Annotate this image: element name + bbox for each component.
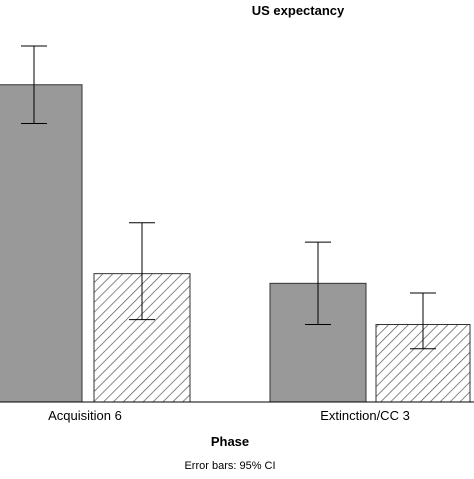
error-bar-1-1 <box>21 45 47 125</box>
x-tick-labels: Acquisition 6 Extinction/CC 3 <box>48 408 410 423</box>
bar-1-1 <box>0 84 83 403</box>
chart-footnote: Error bars: 95% CI <box>184 460 275 472</box>
error-bar-2-1 <box>305 241 331 326</box>
error-bar-1-2 <box>129 222 155 321</box>
bars-group <box>0 84 471 403</box>
error-bar-2-2 <box>410 292 436 350</box>
chart-title: US expectancy <box>252 3 345 18</box>
x-tick-label-2: Extinction/CC 3 <box>320 408 410 423</box>
error-bars-group <box>21 45 436 350</box>
x-tick-label-1: Acquisition 6 <box>48 408 122 423</box>
x-axis-label: Phase <box>211 434 249 449</box>
